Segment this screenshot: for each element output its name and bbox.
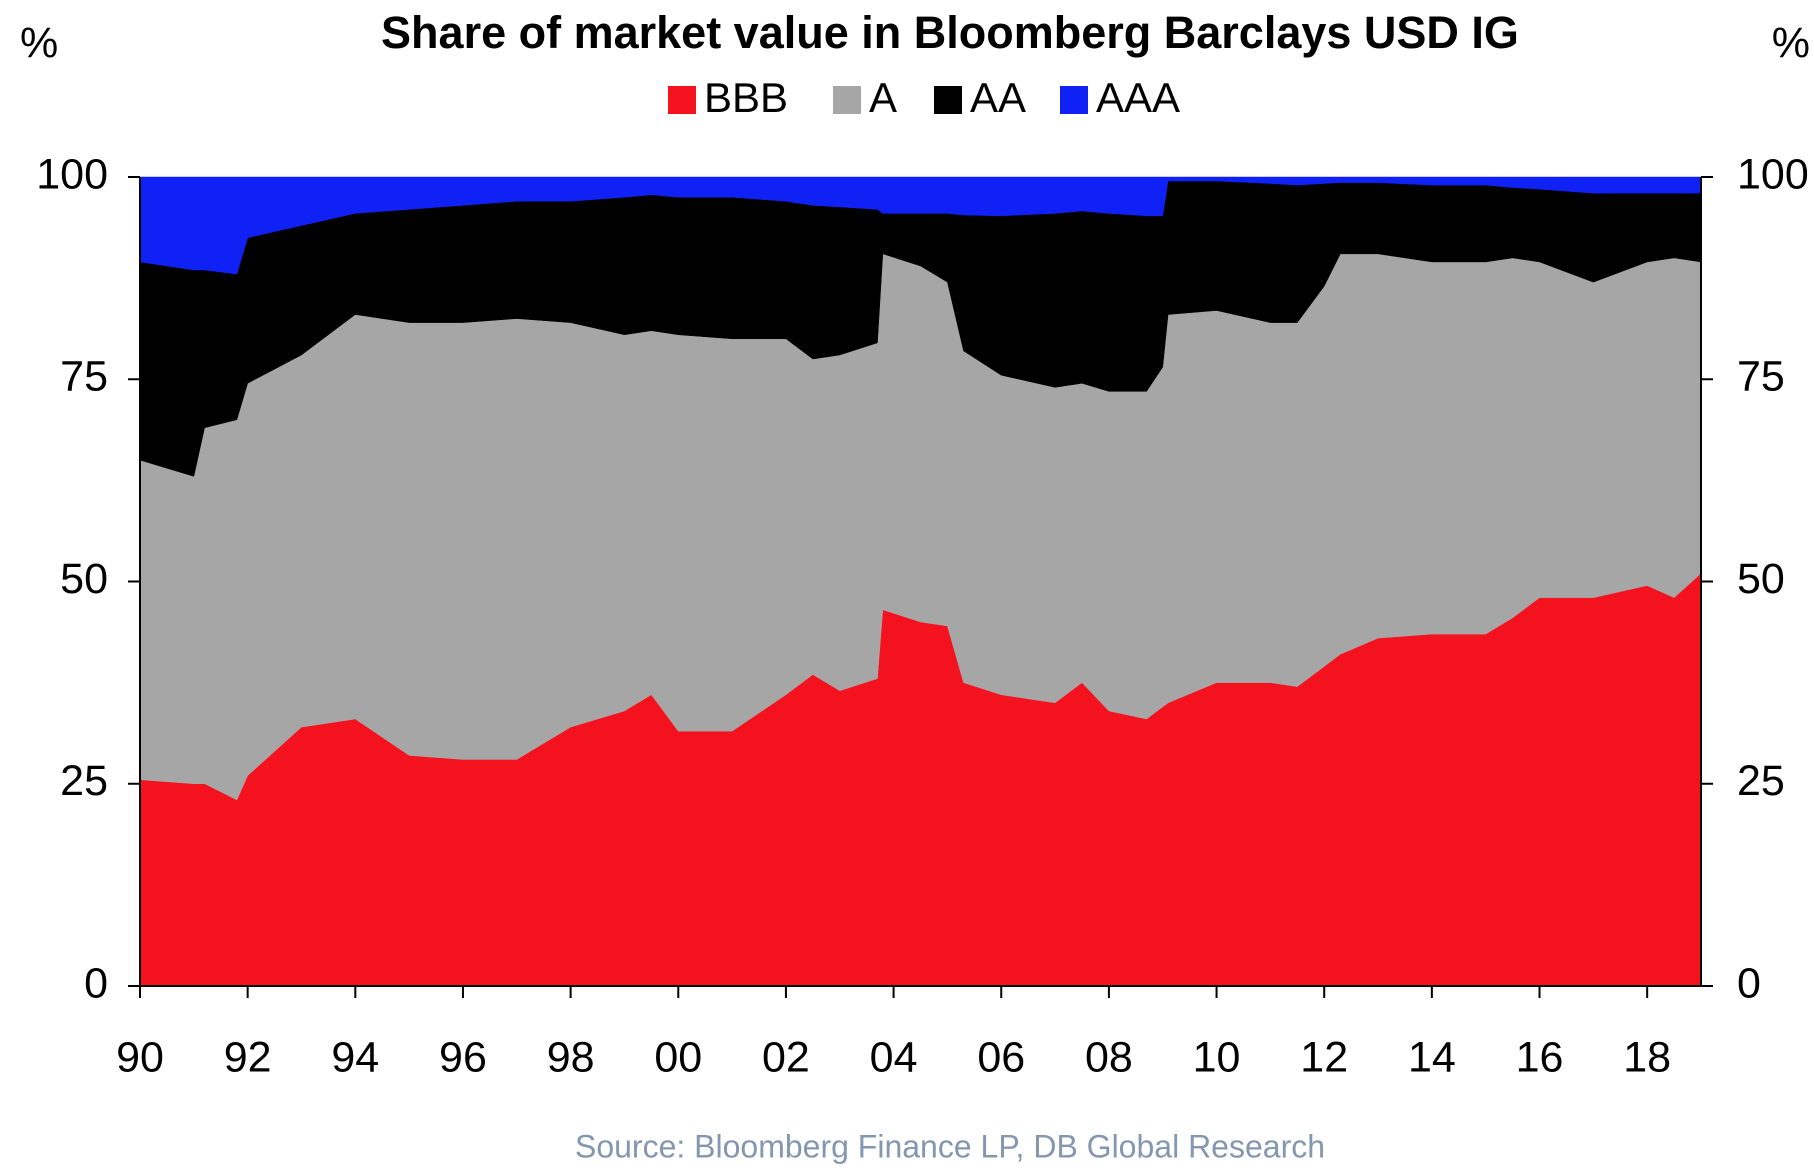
y-tick-label: 0 xyxy=(84,959,108,1007)
y2-tick-label: 50 xyxy=(1737,555,1785,603)
legend-label: BBB xyxy=(704,74,788,121)
y-tick-label: 75 xyxy=(60,353,108,401)
chart-title: Share of market value in Bloomberg Barcl… xyxy=(381,7,1519,58)
y-tick-label: 50 xyxy=(60,555,108,603)
x-tick-label: 94 xyxy=(331,1033,379,1081)
legend-swatch xyxy=(1060,86,1088,114)
x-tick-label: 18 xyxy=(1623,1033,1671,1081)
x-tick-label: 02 xyxy=(762,1033,810,1081)
x-tick-label: 08 xyxy=(1085,1033,1133,1081)
y-tick-label: 100 xyxy=(36,150,108,198)
x-tick-label: 04 xyxy=(870,1033,918,1081)
legend-label: A xyxy=(869,74,897,121)
legend-swatch xyxy=(934,86,962,114)
y-axis-label: % xyxy=(20,19,58,67)
x-tick-label: 98 xyxy=(547,1033,595,1081)
x-tick-label: 12 xyxy=(1300,1033,1348,1081)
y2-axis-label: % xyxy=(1772,19,1810,67)
x-tick-label: 16 xyxy=(1516,1033,1564,1081)
x-tick-label: 92 xyxy=(224,1033,272,1081)
y2-tick-label: 100 xyxy=(1737,150,1809,198)
plot-area xyxy=(139,176,1702,987)
y-tick-label: 25 xyxy=(60,757,108,805)
x-tick-label: 10 xyxy=(1193,1033,1241,1081)
x-tick-label: 00 xyxy=(654,1033,702,1081)
y2-tick-label: 25 xyxy=(1737,757,1785,805)
source-note: Source: Bloomberg Finance LP, DB Global … xyxy=(575,1128,1325,1164)
y2-tick-label: 0 xyxy=(1737,959,1761,1007)
legend-swatch xyxy=(833,86,861,114)
legend-swatch xyxy=(668,86,696,114)
x-tick-label: 06 xyxy=(977,1033,1025,1081)
x-tick-label: 90 xyxy=(116,1033,164,1081)
legend-label: AAA xyxy=(1096,74,1180,121)
legend: BBB A AA AAA xyxy=(668,74,1180,121)
x-tick-label: 14 xyxy=(1408,1033,1456,1081)
y2-tick-label: 75 xyxy=(1737,353,1785,401)
x-tick-label: 96 xyxy=(439,1033,487,1081)
legend-label: AA xyxy=(970,74,1026,121)
